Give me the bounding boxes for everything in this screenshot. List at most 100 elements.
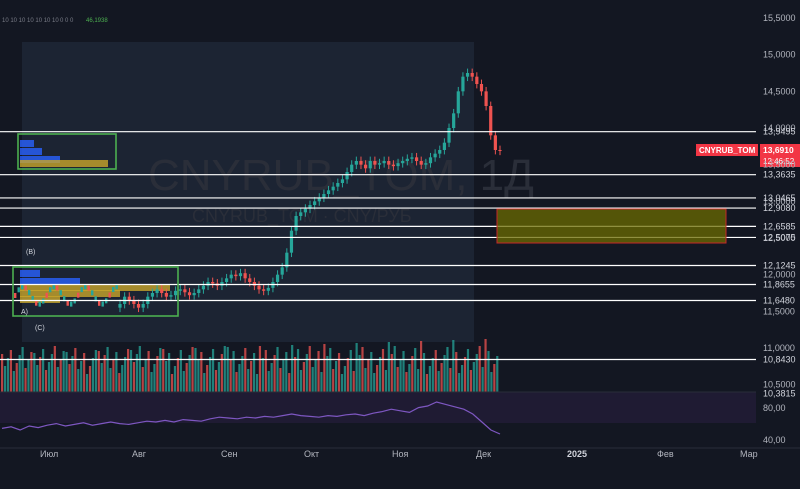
volume-bar [425,374,429,392]
volume-profile [20,140,170,303]
volume-bar [106,347,109,392]
price-axis-tick: 13,0000 [763,196,796,206]
candle-body [456,91,460,114]
volume-bar [153,364,156,392]
candle-body [382,161,386,164]
price-badge-value: 13,6910 [763,145,794,155]
volume-bar [200,352,203,392]
candle-body [14,293,17,298]
profile-bar [20,270,40,277]
volume-bar [191,347,194,392]
candle-body [238,273,243,277]
volume-bar [484,339,487,392]
candle-body [266,287,270,291]
candle-body [17,287,20,293]
volume-bar [138,346,141,392]
volume-bar [126,349,130,392]
price-axis[interactable]: 15,5000 15,0000 14,5000 14,0000 13,5000 13,00… [763,13,796,390]
volume-bar [68,364,71,392]
volume-bar [446,347,449,392]
volume-bar [291,345,294,392]
candle-body [405,158,409,161]
candle-body [289,230,294,253]
candle-body [331,186,335,191]
price-axis-tick: 14,0000 [763,123,796,133]
volume-bar [320,372,323,392]
volume-bar [211,349,215,392]
candle-body [308,205,312,209]
volume-bar [250,361,253,392]
price-axis-tick: 15,0000 [763,50,796,60]
volume-bar [1,354,4,392]
candle-body [28,290,31,296]
candle-body [354,161,358,165]
volume-bar [62,351,65,392]
volume-bar [214,370,218,392]
candle-body [275,274,280,282]
candle-body [84,284,87,290]
volume-bar [367,360,370,392]
price-level-label: 11,6480 [763,295,795,305]
volume-bar [150,372,153,392]
volume-bar [209,357,212,392]
candle-body [377,163,382,165]
profile-bar [20,160,108,167]
volume-bar [71,356,74,392]
volume-box-lower [12,266,179,317]
candle-body [262,289,266,291]
time-axis[interactable]: Июл Авг Сен Окт Ноя Дек 2025 Фев Мар [40,449,758,459]
volume-bar [74,348,77,392]
price-level-label: 12,6585 [763,221,796,231]
candle-body [70,301,73,307]
volume-bar [9,350,12,392]
volume-bar [47,362,51,392]
profile-bar [20,148,42,155]
candle-body [174,290,178,296]
watermark-description: CNYRUB_TOM · CNY/РУБ [192,206,412,227]
volume-bar [472,362,475,392]
price-badge [760,144,800,167]
candle-body [160,289,164,293]
volume-bar [417,369,420,392]
price-axis-tick: 11,5000 [763,306,795,316]
candle-body [442,142,446,150]
candle-body [77,292,80,298]
price-axis-tick: 14,5000 [763,86,796,96]
volume-bar [27,360,30,392]
volume-bar [80,361,83,392]
volume-bar [475,354,478,392]
volume-bar [317,351,320,392]
target-zone [496,208,727,244]
candle-body [484,91,488,106]
volume-bar [170,374,174,392]
volume-bar [273,355,276,392]
volume-bar [352,371,355,392]
rsi-tick-80: 80,00 [763,403,786,413]
volume-bar [405,372,408,392]
candle-body [438,150,442,154]
candle-body [489,106,493,136]
volume-bar [311,367,314,392]
volume-bar [461,365,464,392]
indicator-value-green: 46,1938 [86,18,108,24]
volume-bar [203,373,206,392]
volume-bar [381,349,385,392]
volume-bar [478,346,481,392]
ticker-badge [696,144,758,156]
indicator-values: 10 10 10 10 10 10 10 [2,18,59,24]
rsi-band [0,392,756,423]
volume-bar [431,358,434,392]
candle-body [183,289,187,293]
volume-bar [279,368,282,392]
candle-body [169,295,173,297]
candle-body [94,296,97,302]
candle-body [127,296,131,301]
candle-body [428,157,433,164]
volume-bar [440,363,443,392]
volume-bar [314,359,317,392]
time-axis-label: Мар [740,449,758,459]
volume-bar [399,359,402,392]
volume-bar [411,356,414,392]
volume-bar [373,373,376,392]
